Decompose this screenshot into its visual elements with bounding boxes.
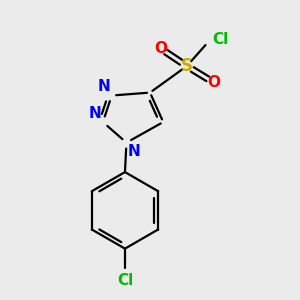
Text: S: S	[181, 57, 193, 75]
Text: Cl: Cl	[117, 273, 133, 288]
Text: O: O	[207, 75, 220, 90]
Text: Cl: Cl	[212, 32, 228, 47]
Text: N: N	[89, 106, 101, 121]
Text: N: N	[128, 144, 141, 159]
Text: O: O	[154, 41, 167, 56]
Text: N: N	[98, 79, 110, 94]
